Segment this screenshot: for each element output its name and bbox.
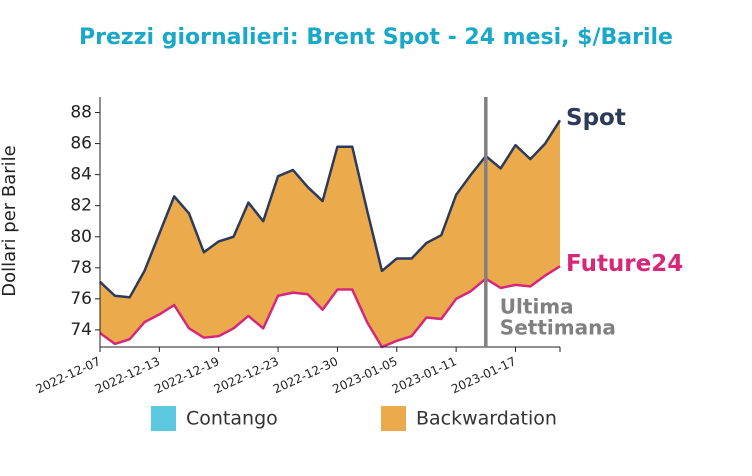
y-axis-label: Dollari per Barile [0,145,20,297]
series-label: Future24 [566,251,683,277]
series-line [99,119,562,299]
x-tick-label: 2022-12-30 [271,354,340,396]
y-tick-label: 80 [70,227,92,247]
x-tick-label: 2023-01-05 [330,354,399,396]
legend-swatch [151,406,176,431]
annotation: Settimana [500,316,616,340]
x-tick-label: 2023-01-11 [390,354,459,396]
series-line [99,265,561,349]
x-tick-label: 2022-12-13 [93,354,162,396]
y-tick-label: 74 [70,320,92,340]
legend-label: Backwardation [416,408,557,430]
x-tick-label: 2022-12-07 [34,354,103,396]
y-tick-label: 88 [70,103,92,123]
y-tick-label: 82 [70,196,92,216]
x-tick-label: 2022-12-19 [152,354,221,396]
y-tick-label: 86 [70,134,92,154]
annotation: Ultima [500,295,574,319]
y-tick-label: 76 [70,289,92,309]
legend-label: Contango [186,408,278,430]
x-tick-label: 2022-12-23 [212,354,281,396]
y-tick-label: 84 [70,165,92,185]
y-tick-label: 78 [70,258,92,278]
chart-title: Prezzi giornalieri: Brent Spot - 24 mesi… [79,25,673,50]
series-label: Spot [566,105,626,131]
x-tick-label: 2023-01-17 [449,354,518,396]
legend-swatch [381,406,406,431]
backwardation-area [100,120,560,347]
